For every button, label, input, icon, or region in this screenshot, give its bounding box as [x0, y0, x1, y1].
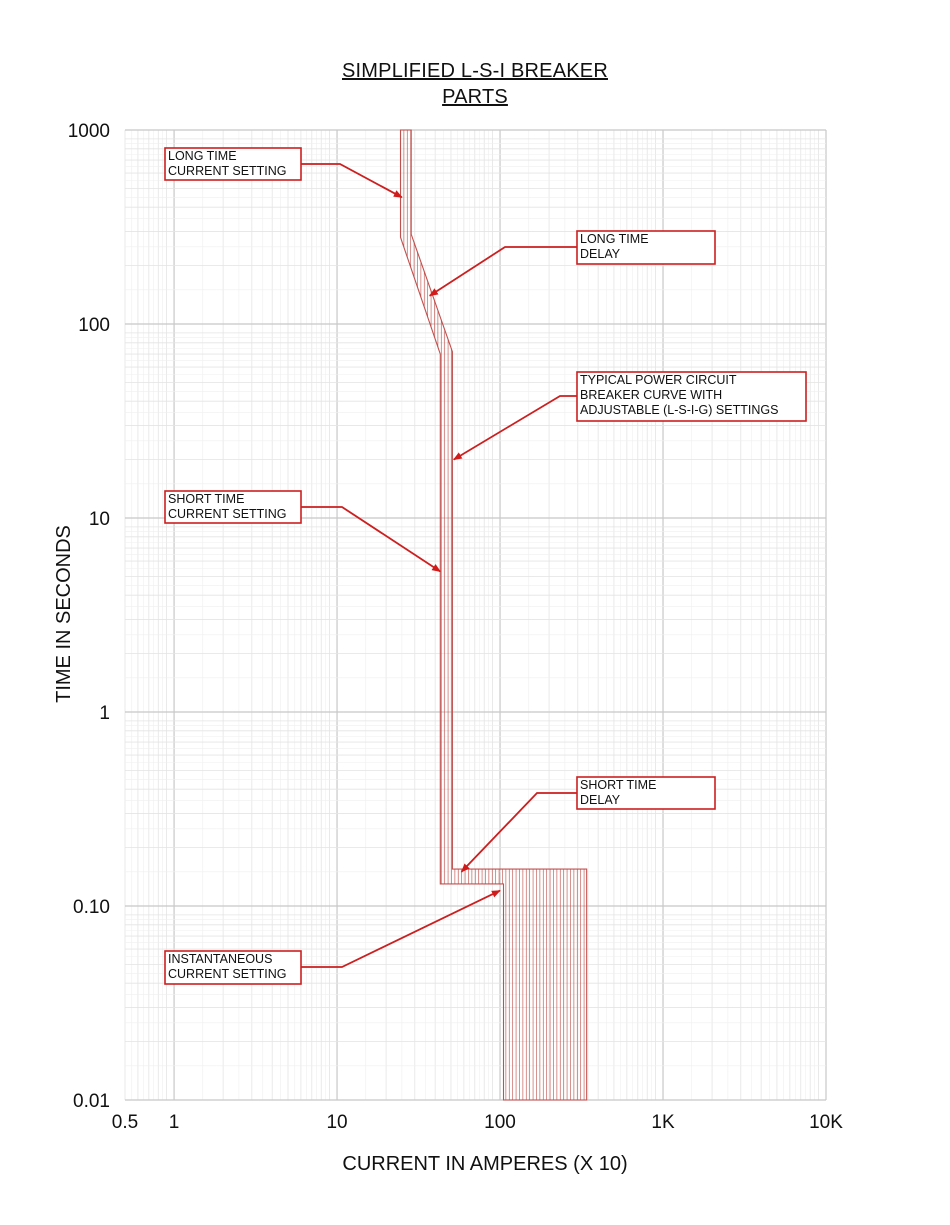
annotation-text: SHORT TIME [580, 778, 656, 792]
x-tick-label: 0.5 [112, 1112, 138, 1133]
chart-title-line-2: PARTS [442, 86, 508, 108]
annotation-text: DELAY [580, 793, 621, 807]
annotation-text: LONG TIME [580, 232, 649, 246]
band-outline [399, 129, 588, 1101]
y-tick-label: 10 [89, 509, 110, 530]
y-tick-label: 1000 [68, 121, 110, 142]
annotation-box [164, 950, 302, 985]
annotation-box [576, 776, 716, 810]
annotation-box [576, 371, 807, 422]
annotation-text: DELAY [580, 247, 621, 261]
y-tick-label: 0.01 [73, 1091, 110, 1112]
annotation-box [164, 490, 302, 524]
annotation-arrow [301, 889, 501, 968]
chart-title-line-1: SIMPLIFIED L-S-I BREAKER [342, 60, 608, 82]
annotation-text: BREAKER CURVE WITH [580, 388, 722, 402]
y-tick-label: 100 [78, 315, 110, 336]
annotation-text: ADJUSTABLE (L-S-I-G) SETTINGS [580, 403, 778, 417]
annotation-arrow [452, 395, 577, 461]
y-axis-label: TIME IN SECONDS [53, 525, 75, 703]
annotation-arrow [428, 246, 577, 297]
y-tick-label: 0.10 [73, 897, 110, 918]
annotation-text: TYPICAL POWER CIRCUIT [580, 373, 737, 387]
annotation-text: INSTANTANEOUS [168, 952, 272, 966]
annotation-arrow [301, 506, 442, 573]
x-axis-label: CURRENT IN AMPERES (X 10) [342, 1153, 627, 1175]
plot-grid [124, 129, 827, 1101]
annotation-arrow [301, 163, 403, 199]
x-tick-label: 100 [484, 1112, 516, 1133]
x-tick-label: 10 [326, 1112, 347, 1133]
annotation-text: CURRENT SETTING [168, 507, 287, 521]
y-tick-label: 1 [99, 703, 110, 724]
annotation-text: CURRENT SETTING [168, 164, 287, 178]
axis-tick-labels: 0.5 1 10 100 1K 10K 0.01 0.10 1 10 100 1000 [68, 121, 844, 1133]
annotation-text: LONG TIME [168, 149, 237, 163]
annotation-text: CURRENT SETTING [168, 967, 287, 981]
x-tick-label: 1 [169, 1112, 180, 1133]
annotation-arrow [460, 792, 577, 873]
x-tick-label: 1K [651, 1112, 675, 1133]
breaker-curve-band [399, 129, 588, 1101]
annotation-text: SHORT TIME [168, 492, 244, 506]
x-tick-label: 10K [809, 1112, 843, 1133]
